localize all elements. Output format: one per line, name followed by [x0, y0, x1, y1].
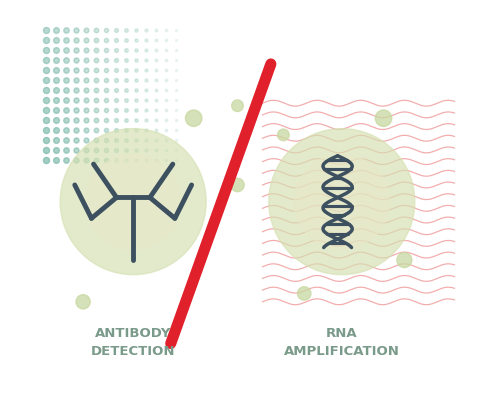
- Circle shape: [298, 287, 311, 300]
- Circle shape: [60, 129, 206, 275]
- Circle shape: [376, 110, 392, 126]
- Circle shape: [294, 154, 389, 249]
- Circle shape: [397, 252, 412, 268]
- Circle shape: [232, 100, 243, 112]
- Circle shape: [231, 178, 244, 192]
- Circle shape: [278, 129, 289, 141]
- Circle shape: [186, 110, 202, 126]
- Circle shape: [76, 295, 90, 309]
- Text: RNA
AMPLIFICATION: RNA AMPLIFICATION: [284, 327, 400, 358]
- Circle shape: [86, 154, 180, 249]
- Circle shape: [269, 129, 415, 275]
- Text: ANTIBODY
DETECTION: ANTIBODY DETECTION: [91, 327, 176, 358]
